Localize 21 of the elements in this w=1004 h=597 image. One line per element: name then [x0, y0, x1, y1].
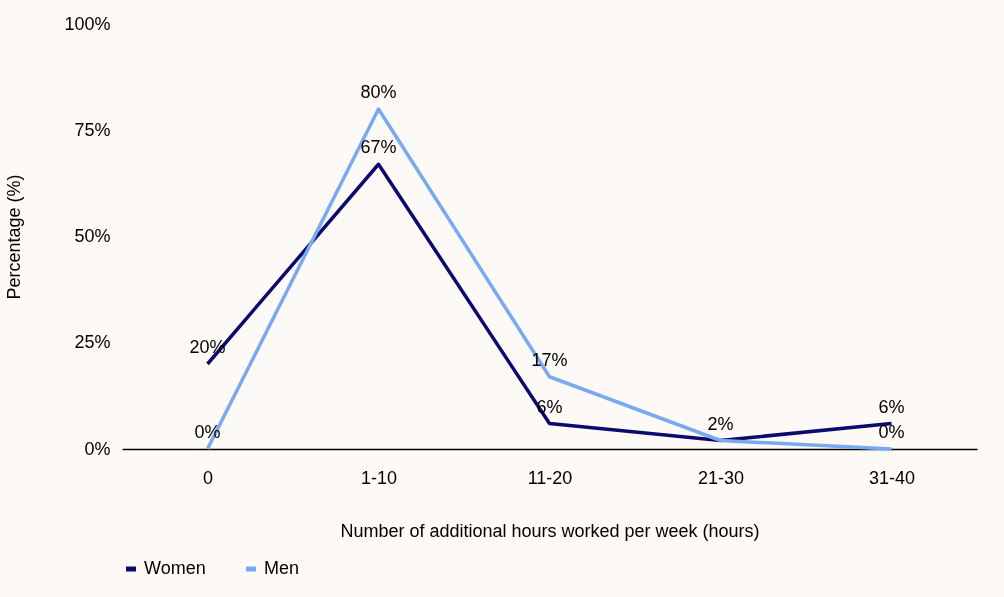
y-tick-label: 50%	[74, 226, 111, 246]
y-axis-title: Percentage (%)	[4, 174, 25, 300]
x-axis-title: Number of additional hours worked per week (hours)	[340, 520, 760, 541]
x-tick-label: 11-20	[527, 467, 573, 488]
legend-label: Women	[144, 558, 206, 578]
x-tick-label: 21-30	[697, 467, 745, 488]
data-label: 67%	[360, 137, 397, 158]
data-label: 0%	[878, 422, 905, 442]
x-tick-label: 31-40	[868, 467, 916, 488]
x-tick-label: 0	[202, 467, 214, 488]
data-label: 80%	[360, 82, 397, 102]
legend-label: Men	[264, 558, 300, 578]
x-tick-label: 1-10	[360, 467, 398, 488]
data-label: 2%	[707, 413, 734, 434]
data-label: 17%	[531, 349, 568, 370]
y-tick-label: 100%	[64, 13, 111, 34]
data-label: 6%	[878, 396, 905, 417]
y-tick-label: 0%	[84, 438, 111, 459]
y-tick-label: 75%	[74, 119, 111, 140]
data-label: 0%	[194, 422, 221, 442]
y-tick-label: 25%	[74, 332, 111, 353]
